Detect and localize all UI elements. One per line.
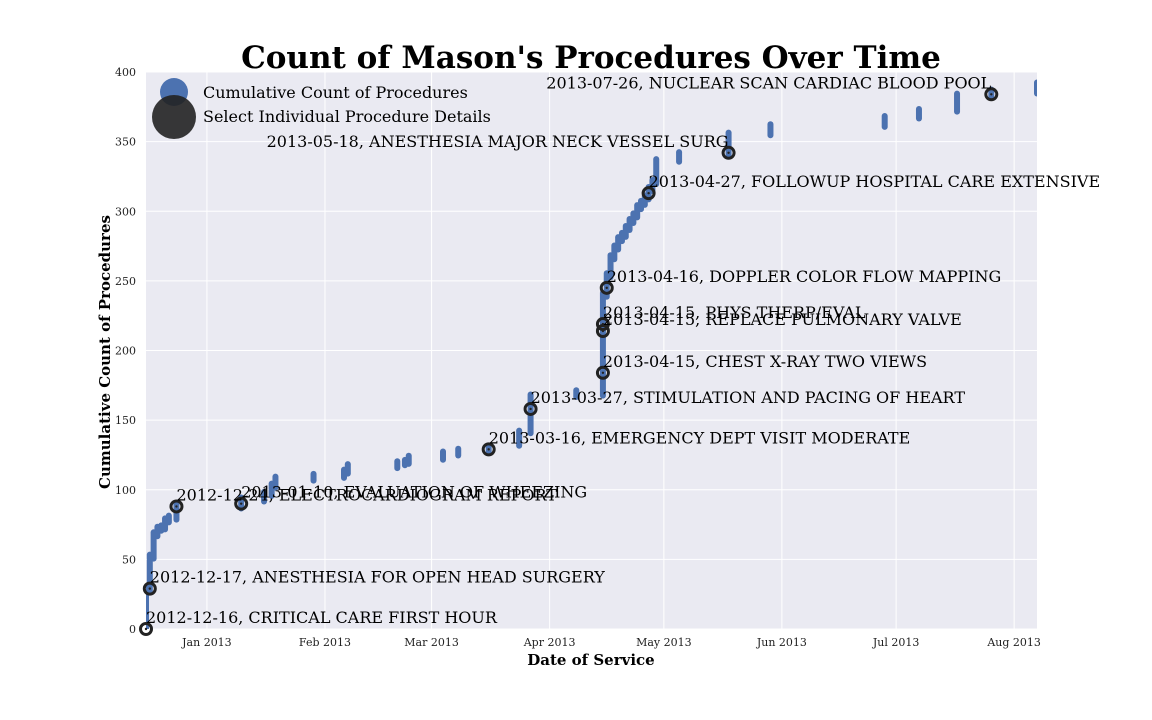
- selected-procedure-marker-center: [148, 587, 152, 590]
- procedure-annotation: 2012-12-16, CRITICAL CARE FIRST HOUR: [146, 608, 498, 627]
- selected-procedure-marker-center: [239, 502, 243, 505]
- y-tick-label: 50: [122, 553, 136, 566]
- legend-marker-selected: [152, 95, 196, 139]
- y-tick-label: 200: [115, 345, 136, 358]
- selected-procedure-marker: [595, 365, 610, 380]
- procedure-annotation: 2013-04-27, FOLLOWUP HOSPITAL CARE EXTEN…: [649, 172, 1101, 191]
- selected-procedure-marker: [169, 499, 184, 514]
- selected-procedure-marker-center: [175, 505, 178, 508]
- chart-title: Count of Mason's Procedures Over Time: [241, 40, 941, 76]
- selected-procedure-marker: [481, 442, 496, 457]
- selected-procedure-marker-center: [605, 286, 608, 290]
- procedure-annotation: 2013-04-16, DOPPLER COLOR FLOW MAPPING: [607, 267, 1002, 286]
- selected-procedure-marker: [139, 622, 153, 636]
- selected-procedure-marker-center: [487, 448, 490, 451]
- y-tick-label: 100: [115, 484, 136, 497]
- selected-procedure-marker-center: [529, 407, 532, 411]
- selected-procedure-marker-center: [990, 93, 993, 96]
- procedure-annotation: 2013-04-15, PHYS THERP/EVAL: [603, 303, 866, 322]
- procedure-annotation: 2012-12-17, ANESTHESIA FOR OPEN HEAD SUR…: [150, 568, 605, 587]
- x-axis-label: Date of Service: [527, 651, 654, 669]
- selected-procedure-marker: [142, 581, 157, 596]
- selected-procedure-marker: [721, 145, 736, 160]
- legend: Cumulative Count of Procedures Select In…: [152, 78, 491, 139]
- selected-procedure-marker: [523, 401, 538, 416]
- x-tick-label: Aug 2013: [986, 636, 1041, 649]
- y-tick-label: 400: [115, 66, 136, 79]
- procedure-annotation: 2013-03-27, STIMULATION AND PACING OF HE…: [531, 388, 966, 407]
- procedure-annotation: 2013-04-15, REPLACE PULMONARY VALVE: [603, 310, 962, 329]
- x-tick-label: Feb 2013: [299, 636, 351, 649]
- selected-procedure-points: [139, 87, 999, 636]
- legend-label-selected: Select Individual Procedure Details: [203, 107, 491, 126]
- selected-procedure-marker: [599, 280, 614, 295]
- procedure-annotation: 2012-12-24, ELECTROCARDIOGRAM REPORT: [176, 485, 557, 504]
- selected-procedure-marker: [234, 496, 249, 511]
- selected-procedure-marker: [595, 317, 610, 332]
- x-tick-label: Jan 2013: [181, 636, 232, 649]
- y-tick-label: 300: [115, 205, 136, 218]
- procedure-annotation: 2013-05-18, ANESTHESIA MAJOR NECK VESSEL…: [267, 132, 729, 151]
- x-tick-label: Jun 2013: [756, 636, 807, 649]
- legend-label-cumulative: Cumulative Count of Procedures: [203, 83, 468, 102]
- grid-lines: [146, 71, 1037, 630]
- x-tick-label: Mar 2013: [404, 636, 459, 649]
- x-tick-label: May 2013: [636, 636, 692, 649]
- selected-procedure-marker-center: [601, 371, 605, 374]
- y-tick-label: 350: [115, 136, 136, 149]
- procedure-annotation: 2013-01-10, EVALUATION OF WHEEZING: [241, 483, 587, 502]
- y-tick-label: 0: [129, 623, 136, 636]
- selected-procedure-marker-center: [144, 627, 148, 631]
- procedure-annotation: 2013-03-16, EMERGENCY DEPT VISIT MODERAT…: [489, 428, 911, 447]
- x-tick-label: Jul 2013: [872, 636, 920, 649]
- procedure-annotation: 2013-07-26, NUCLEAR SCAN CARDIAC BLOOD P…: [546, 73, 991, 92]
- y-tick-label: 250: [115, 275, 136, 288]
- selected-procedure-marker-center: [601, 322, 605, 326]
- procedure-annotations: 2012-12-16, CRITICAL CARE FIRST HOUR 2012…: [146, 73, 1100, 627]
- selected-procedure-marker: [595, 324, 610, 339]
- y-axis-label: Cumulative Count of Procedures: [96, 215, 114, 489]
- selected-procedure-marker: [984, 87, 999, 102]
- selected-procedure-marker: [641, 186, 656, 201]
- y-axis-ticks: 0 50 100 150 200 250 300 350 400: [115, 66, 136, 636]
- series-cumulative-count: [146, 79, 1037, 629]
- selected-procedure-marker-center: [647, 191, 650, 195]
- procedure-annotation: 2013-04-15, CHEST X-RAY TWO VIEWS: [603, 352, 927, 371]
- selected-procedure-marker-center: [727, 151, 730, 154]
- x-axis-ticks: Jan 2013 Feb 2013 Mar 2013 Apr 2013 May 2013…: [181, 636, 1041, 649]
- y-tick-label: 150: [115, 414, 136, 427]
- x-tick-label: Apr 2013: [523, 636, 576, 649]
